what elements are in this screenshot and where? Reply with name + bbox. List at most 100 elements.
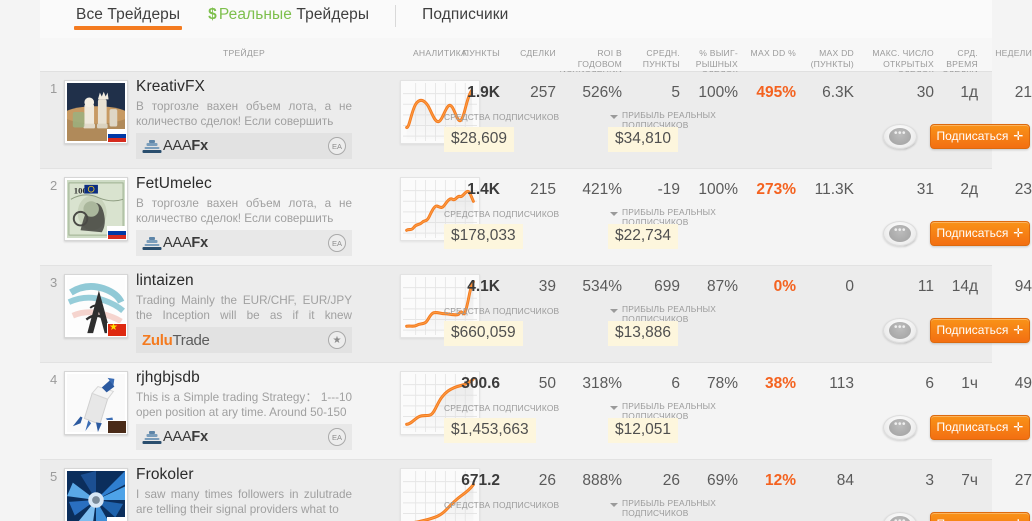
svg-text:100: 100 xyxy=(74,186,88,196)
subscribe-button[interactable]: Подписаться ✛ xyxy=(930,512,1030,521)
broker-logo-aaafx[interactable]: AAAFx xyxy=(142,235,208,251)
ea-badge-icon[interactable]: EA xyxy=(328,137,346,155)
caret-down-icon[interactable] xyxy=(610,309,618,313)
traders-panel: Все Трейдеры $ Реальные Трейдеры Подписчи… xyxy=(40,0,1032,521)
broker-logo-aaafx[interactable]: AAAFx xyxy=(142,138,208,154)
country-flag-icon xyxy=(107,517,127,521)
col-header-avg-points[interactable]: СРЕДН. ПУНКТЫ xyxy=(642,48,680,69)
real-profit-value: $22,734 xyxy=(608,224,679,249)
table-row[interactable]: 2 100 FetUmelec В торгозле вахен объем л… xyxy=(40,169,1032,266)
broker-logo-aaafx[interactable]: AAAFx xyxy=(142,429,208,445)
subscribe-button-label: Подписаться xyxy=(936,226,1009,240)
real-profit-value: $12,051 xyxy=(608,418,679,443)
cell-points: 1.4K xyxy=(467,181,500,198)
avatar[interactable]: 100 xyxy=(64,177,128,241)
pyramid-icon xyxy=(142,236,161,250)
cell-max-dd-points: 6.3K xyxy=(822,84,854,101)
caret-down-icon[interactable] xyxy=(610,212,618,216)
bubble-dots: ••• xyxy=(889,128,911,145)
subscriber-funds-value: $660,059 xyxy=(444,321,523,346)
left-gutter xyxy=(0,0,40,521)
trader-name[interactable]: KreativFX xyxy=(136,78,205,95)
tab-followers-label: Подписчики xyxy=(422,6,509,23)
cell-trades: 257 xyxy=(530,84,556,101)
row-rank: 3 xyxy=(50,275,58,290)
cell-avg-time: 2д xyxy=(960,181,978,198)
table-row[interactable]: 4 rjhgbjsdb This is a Simple trading Str… xyxy=(40,363,1032,460)
pyramid-icon xyxy=(142,139,161,153)
col-header-analytics[interactable]: АНАЛИТИКА xyxy=(412,48,468,58)
cell-max-dd-points: 113 xyxy=(829,375,854,392)
plus-icon: ✛ xyxy=(1013,517,1023,521)
subscribe-button[interactable]: Подписаться ✛ xyxy=(930,124,1030,149)
cell-avg-points: -19 xyxy=(657,181,680,198)
subscriber-funds-label: СРЕДСТВА ПОДПИСЧИКОВ xyxy=(444,112,560,122)
caret-down-icon[interactable] xyxy=(610,115,618,119)
tab-all-traders[interactable]: Все Трейдеры xyxy=(62,0,194,34)
ea-badge-icon[interactable]: EA xyxy=(328,234,346,252)
col-header-weeks[interactable]: НЕДЕЛИ xyxy=(995,48,1032,58)
plus-icon: ✛ xyxy=(1013,129,1024,143)
subscribe-button[interactable]: Подписаться ✛ xyxy=(930,415,1030,440)
table-row[interactable]: 5 Frokoler I saw many time xyxy=(40,460,1032,521)
cell-avg-time: 1д xyxy=(960,84,978,101)
chat-bubble-icon[interactable]: ••• xyxy=(883,415,921,443)
table-row[interactable]: 1 KreativFX В торгозле вахен объем лота,… xyxy=(40,72,1032,169)
cell-weeks: 49 xyxy=(1014,375,1032,392)
trader-description: This is a Simple trading Strategy： 1---1… xyxy=(136,391,352,419)
avatar[interactable] xyxy=(64,371,128,435)
subscribe-button[interactable]: Подписаться ✛ xyxy=(930,318,1030,343)
subscriber-funds-label: СРЕДСТВА ПОДПИСЧИКОВ xyxy=(444,209,560,219)
tab-real-traders[interactable]: $ Реальные Трейдеры xyxy=(194,0,383,34)
real-profit-label: ПРИБЫЛЬ РЕАЛЬНЫХ ПОДПИСЧИКОВ xyxy=(622,304,717,324)
real-profit-label: ПРИБЫЛЬ РЕАЛЬНЫХ ПОДПИСЧИКОВ xyxy=(622,207,717,227)
row-rank: 1 xyxy=(50,81,58,96)
cell-trades: 26 xyxy=(538,472,556,489)
tab-followers[interactable]: Подписчики xyxy=(408,0,522,34)
trader-name[interactable]: FetUmelec xyxy=(136,175,212,192)
trader-name[interactable]: rjhgbjsdb xyxy=(136,369,200,386)
cell-points: 671.2 xyxy=(461,472,500,489)
star-badge-icon[interactable]: ★ xyxy=(328,331,346,349)
broker-logo-zulutrade[interactable]: ZuluTrade xyxy=(142,332,210,349)
col-header-max-dd-points[interactable]: MAX DD (ПУНКТЫ) xyxy=(810,48,854,69)
bubble-dots: ••• xyxy=(889,419,911,436)
trader-name[interactable]: lintaizen xyxy=(136,272,194,289)
avatar[interactable] xyxy=(64,274,128,338)
col-header-trader[interactable]: ТРЕЙДЕР xyxy=(223,48,265,58)
chat-bubble-icon[interactable]: ••• xyxy=(883,318,921,346)
sparkline-svg xyxy=(403,374,477,432)
cell-trades: 39 xyxy=(538,278,556,295)
avatar[interactable] xyxy=(64,80,128,144)
performance-sparkline[interactable] xyxy=(400,468,480,521)
col-header-max-dd-pct[interactable]: MAX DD % xyxy=(750,48,796,58)
performance-sparkline[interactable] xyxy=(400,274,480,338)
cell-roi: 534% xyxy=(582,278,622,295)
row-rank: 2 xyxy=(50,178,58,193)
cell-max-dd-points: 84 xyxy=(836,472,854,489)
chat-bubble-icon[interactable]: ••• xyxy=(883,512,921,521)
caret-down-icon[interactable] xyxy=(610,406,618,410)
cell-avg-points: 6 xyxy=(671,375,680,392)
avatar-image xyxy=(67,471,125,521)
real-profit-label: ПРИБЫЛЬ РЕАЛЬНЫХ ПОДПИСЧИКОВ xyxy=(622,498,717,518)
performance-sparkline[interactable] xyxy=(400,371,480,435)
sparkline-svg xyxy=(403,277,477,335)
subscriber-funds-value: $178,033 xyxy=(444,224,523,249)
subscribe-button[interactable]: Подписаться ✛ xyxy=(930,221,1030,246)
row-rank: 5 xyxy=(50,469,58,484)
chat-bubble-icon[interactable]: ••• xyxy=(883,124,921,152)
ea-badge-icon[interactable]: EA xyxy=(328,428,346,446)
avatar[interactable] xyxy=(64,468,128,521)
cell-max-open: 3 xyxy=(925,472,934,489)
table-row[interactable]: 3 lintaizen Trading Mainly the EUR/CHF, … xyxy=(40,266,1032,363)
trader-name[interactable]: Frokoler xyxy=(136,466,194,483)
cell-points: 1.9K xyxy=(467,84,500,101)
col-header-trades[interactable]: СДЕЛКИ xyxy=(520,48,556,58)
caret-down-icon[interactable] xyxy=(610,503,618,507)
cell-trades: 50 xyxy=(538,375,556,392)
col-header-points[interactable]: ПУНКТЫ xyxy=(462,48,500,58)
subscribe-button-label: Подписаться xyxy=(937,517,1009,521)
chat-bubble-icon[interactable]: ••• xyxy=(883,221,921,249)
column-headers: ТРЕЙДЕР АНАЛИТИКА ПУНКТЫ СДЕЛКИ ROI В ГО… xyxy=(40,38,1032,79)
